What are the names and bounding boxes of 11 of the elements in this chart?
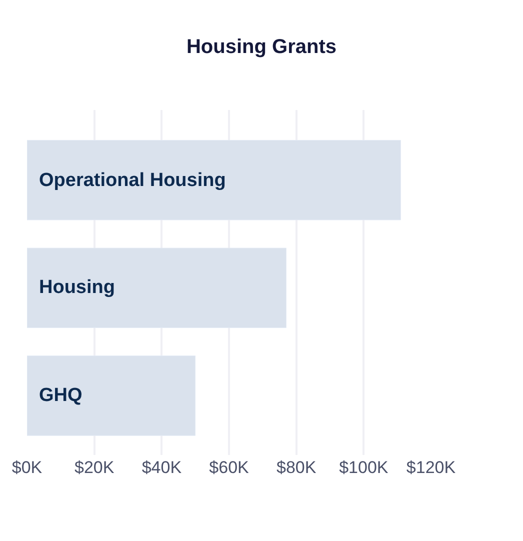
chart-title: Housing Grants	[186, 36, 337, 58]
x-tick-label: $120K	[406, 458, 456, 477]
y-tick-label: Operational Housing	[39, 170, 226, 191]
x-tick-label: $80K	[276, 458, 317, 477]
x-tick-label: $100K	[339, 458, 389, 477]
x-tick-label: $60K	[209, 458, 250, 477]
x-tick-label: $20K	[74, 458, 115, 477]
y-tick-label: GHQ	[39, 385, 82, 406]
y-tick-label: Housing	[39, 277, 115, 298]
x-tick-label: $40K	[142, 458, 182, 477]
x-tick-label: $0K	[12, 458, 43, 477]
